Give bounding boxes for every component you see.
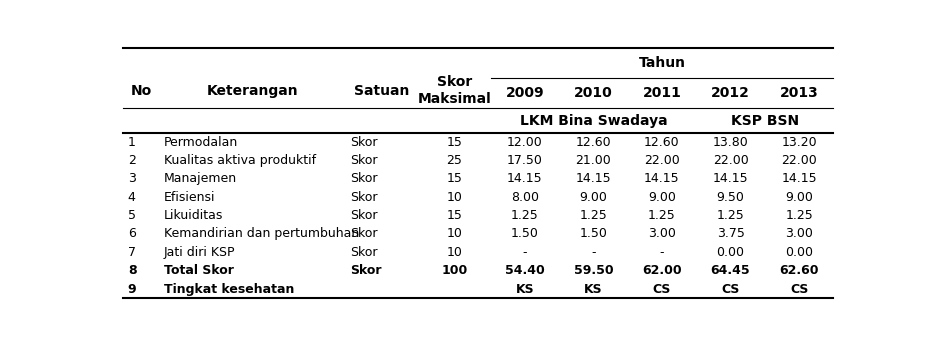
Text: Skor: Skor — [350, 191, 378, 204]
Text: 9.00: 9.00 — [579, 191, 607, 204]
Text: 12.60: 12.60 — [644, 136, 680, 149]
Text: Skor: Skor — [350, 246, 378, 259]
Text: 2011: 2011 — [643, 86, 682, 100]
Text: Jati diri KSP: Jati diri KSP — [164, 246, 235, 259]
Text: 5: 5 — [127, 209, 136, 222]
Text: 1.25: 1.25 — [648, 209, 676, 222]
Text: 2010: 2010 — [574, 86, 613, 100]
Text: 1.50: 1.50 — [511, 227, 538, 240]
Text: 1.25: 1.25 — [785, 209, 813, 222]
Text: 12.60: 12.60 — [576, 136, 611, 149]
Text: Tingkat kesehatan: Tingkat kesehatan — [164, 283, 295, 295]
Text: 62.00: 62.00 — [642, 264, 682, 277]
Text: KS: KS — [584, 283, 603, 295]
Text: KS: KS — [515, 283, 534, 295]
Text: 9.00: 9.00 — [785, 191, 813, 204]
Text: Skor
Maksimal: Skor Maksimal — [418, 75, 491, 106]
Text: Satuan: Satuan — [354, 84, 409, 98]
Text: 9.00: 9.00 — [648, 191, 676, 204]
Text: Skor: Skor — [350, 209, 378, 222]
Text: Permodalan: Permodalan — [164, 136, 238, 149]
Text: 1.25: 1.25 — [717, 209, 744, 222]
Text: 3: 3 — [127, 172, 136, 185]
Text: Total Skor: Total Skor — [164, 264, 234, 277]
Text: Skor: Skor — [350, 264, 381, 277]
Text: 9: 9 — [127, 283, 137, 295]
Text: 64.45: 64.45 — [711, 264, 751, 277]
Text: 8.00: 8.00 — [511, 191, 538, 204]
Text: CS: CS — [722, 283, 739, 295]
Text: 22.00: 22.00 — [781, 154, 817, 167]
Text: 100: 100 — [441, 264, 468, 277]
Text: 22.00: 22.00 — [644, 154, 680, 167]
Text: Efisiensi: Efisiensi — [164, 191, 216, 204]
Text: 8: 8 — [127, 264, 137, 277]
Text: 15: 15 — [446, 136, 462, 149]
Text: 14.15: 14.15 — [576, 172, 611, 185]
Text: Skor: Skor — [350, 227, 378, 240]
Text: 3.00: 3.00 — [785, 227, 813, 240]
Text: 15: 15 — [446, 209, 462, 222]
Text: 7: 7 — [127, 246, 136, 259]
Text: 21.00: 21.00 — [576, 154, 611, 167]
Text: Kemandirian dan pertumbuhan: Kemandirian dan pertumbuhan — [164, 227, 359, 240]
Text: 14.15: 14.15 — [712, 172, 749, 185]
Text: 10: 10 — [446, 227, 462, 240]
Text: 2013: 2013 — [779, 86, 818, 100]
Text: 14.15: 14.15 — [644, 172, 680, 185]
Text: 9.50: 9.50 — [717, 191, 745, 204]
Text: KSP BSN: KSP BSN — [731, 114, 799, 127]
Text: Manajemen: Manajemen — [164, 172, 237, 185]
Text: 13.80: 13.80 — [712, 136, 749, 149]
Text: 62.60: 62.60 — [779, 264, 818, 277]
Text: Skor: Skor — [350, 154, 378, 167]
Text: 3.75: 3.75 — [717, 227, 745, 240]
Text: Keterangan: Keterangan — [206, 84, 299, 98]
Text: 4: 4 — [127, 191, 136, 204]
Text: 1.25: 1.25 — [511, 209, 538, 222]
Text: 1: 1 — [127, 136, 136, 149]
Text: 17.50: 17.50 — [507, 154, 543, 167]
Text: 15: 15 — [446, 172, 462, 185]
Text: Skor: Skor — [350, 136, 378, 149]
Text: -: - — [591, 246, 595, 259]
Text: Skor: Skor — [350, 172, 378, 185]
Text: -: - — [659, 246, 664, 259]
Text: 54.40: 54.40 — [505, 264, 545, 277]
Text: 10: 10 — [446, 191, 462, 204]
Text: 2009: 2009 — [506, 86, 544, 100]
Text: 0.00: 0.00 — [716, 246, 745, 259]
Text: Kualitas aktiva produktif: Kualitas aktiva produktif — [164, 154, 316, 167]
Text: 1.25: 1.25 — [579, 209, 607, 222]
Text: 10: 10 — [446, 246, 462, 259]
Text: 3.00: 3.00 — [648, 227, 676, 240]
Text: -: - — [523, 246, 527, 259]
Text: Likuiditas: Likuiditas — [164, 209, 223, 222]
Text: LKM Bina Swadaya: LKM Bina Swadaya — [520, 114, 667, 127]
Text: 12.00: 12.00 — [507, 136, 543, 149]
Text: No: No — [131, 84, 153, 98]
Text: 2: 2 — [127, 154, 136, 167]
Text: 25: 25 — [446, 154, 462, 167]
Text: CS: CS — [653, 283, 671, 295]
Text: 14.15: 14.15 — [507, 172, 542, 185]
Text: 2012: 2012 — [711, 86, 750, 100]
Text: 59.50: 59.50 — [574, 264, 613, 277]
Text: 13.20: 13.20 — [781, 136, 817, 149]
Text: Tahun: Tahun — [639, 56, 685, 70]
Text: 14.15: 14.15 — [781, 172, 817, 185]
Text: CS: CS — [790, 283, 808, 295]
Text: 6: 6 — [127, 227, 136, 240]
Text: 1.50: 1.50 — [579, 227, 607, 240]
Text: 0.00: 0.00 — [785, 246, 813, 259]
Text: 22.00: 22.00 — [712, 154, 749, 167]
